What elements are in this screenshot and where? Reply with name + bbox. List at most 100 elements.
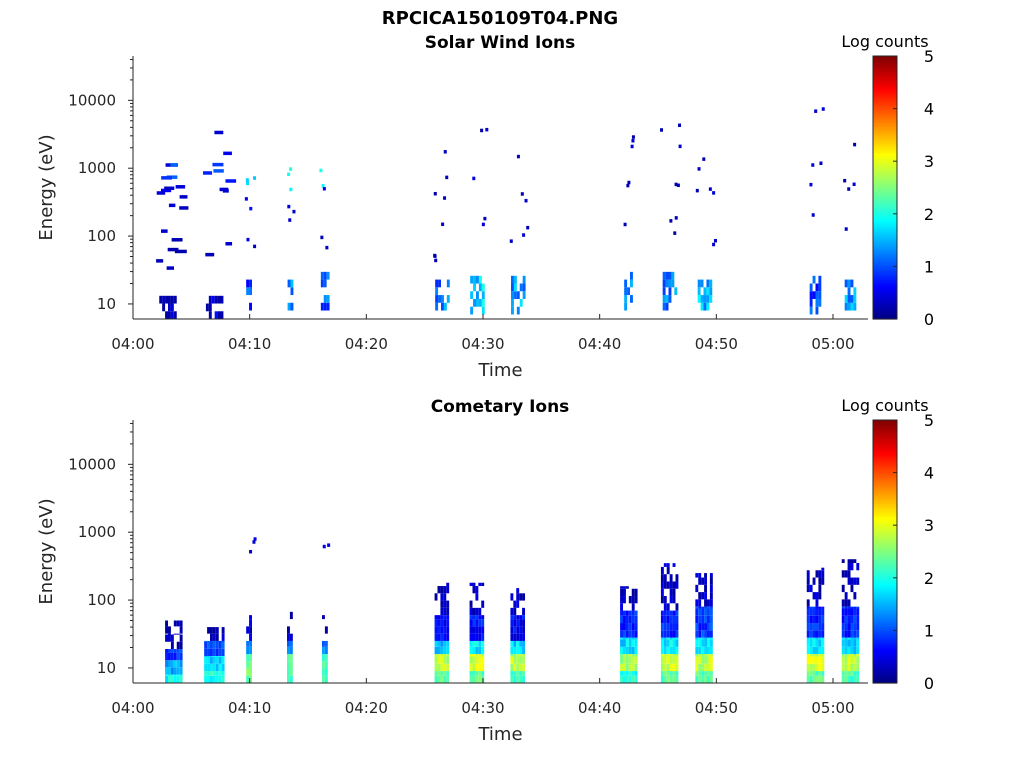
data-cell [818, 654, 822, 657]
data-cell [672, 563, 676, 567]
data-cell [249, 668, 252, 676]
data-cell [704, 584, 707, 593]
data-cell [815, 654, 819, 657]
data-cell [698, 654, 702, 657]
data-cell [443, 600, 447, 608]
data-cell [675, 603, 679, 611]
data-cell [634, 639, 638, 647]
data-cell [287, 640, 290, 647]
data-cell [841, 623, 845, 631]
data-cell [623, 639, 626, 647]
colorbar-segment [873, 676, 897, 680]
data-cell [623, 671, 626, 676]
data-cell [220, 311, 224, 319]
data-cell [706, 279, 710, 288]
data-cell [173, 675, 177, 683]
data-cell [806, 663, 810, 672]
colorbar-segment [873, 69, 897, 72]
data-cell [246, 181, 250, 186]
colorbar-segment [873, 505, 897, 509]
data-cell [176, 660, 180, 668]
data-cell [853, 295, 857, 303]
data-cell [324, 640, 328, 647]
data-cell [695, 615, 699, 624]
data-cell [856, 639, 860, 647]
data-cell [212, 641, 216, 649]
data-cell [472, 619, 476, 627]
plot-area [133, 420, 868, 683]
colorbar-segment [873, 95, 897, 99]
data-cell [249, 615, 252, 620]
data-cell [668, 287, 672, 296]
data-cell [709, 663, 713, 672]
data-cell [841, 671, 845, 676]
data-cell [815, 656, 819, 664]
data-cell [662, 279, 666, 288]
data-cell [713, 238, 717, 243]
data-cell [660, 675, 664, 683]
data-cell [666, 615, 670, 624]
colorbar-segment [873, 132, 897, 136]
colorbar-segment [873, 544, 897, 548]
data-cell [165, 620, 168, 627]
data-cell [821, 663, 825, 672]
data-cell [522, 619, 525, 627]
data-cell [819, 161, 823, 166]
data-cell [625, 610, 629, 616]
data-cell [516, 593, 520, 601]
data-cell [218, 641, 222, 649]
colorbar-tick-label: 5 [924, 411, 934, 430]
data-cell [847, 630, 851, 638]
data-cell [443, 640, 447, 647]
data-cells [165, 537, 860, 683]
data-cell [162, 295, 166, 304]
data-cell [672, 663, 676, 672]
y-tick-label: 10 [97, 659, 116, 677]
data-cell [322, 544, 326, 549]
data-cell [675, 663, 679, 672]
colorbar-segment [873, 211, 897, 215]
data-cell [478, 640, 482, 647]
data-cell [472, 582, 476, 587]
data-cell [221, 656, 225, 664]
data-cell [204, 663, 208, 672]
data-cell [478, 654, 482, 657]
colorbar-segment [873, 264, 897, 267]
data-cell [475, 607, 479, 616]
colorbar-segment [873, 253, 897, 257]
data-cell [215, 663, 219, 672]
colorbar-segment [873, 117, 897, 121]
data-cell [695, 608, 699, 616]
colorbar-segment [873, 305, 897, 309]
colorbar-segment [873, 174, 897, 178]
data-cell [847, 656, 851, 664]
colorbar-segment [873, 165, 897, 169]
colorbar-segment [873, 619, 897, 623]
data-cell [631, 630, 635, 638]
x-tick-label: 05:00 [811, 335, 854, 353]
colorbar-segment [873, 586, 897, 590]
data-cell [179, 674, 183, 676]
colorbar-segment [873, 80, 897, 83]
data-cell [625, 615, 629, 624]
figure-title: RPCICA150109T04.PNG [382, 8, 618, 29]
data-cell [165, 295, 168, 304]
colorbar-segment [873, 189, 897, 193]
data-cell [850, 646, 854, 655]
data-cell [440, 600, 444, 608]
data-cell [435, 279, 439, 288]
data-cell [815, 608, 819, 616]
data-cell [669, 610, 673, 616]
data-cell [516, 600, 520, 608]
data-cell [218, 655, 222, 657]
data-cell [212, 640, 216, 642]
panel-title: Cometary Ions [431, 397, 570, 417]
data-cell [511, 275, 514, 284]
data-cell [695, 654, 699, 657]
data-cell [844, 608, 848, 616]
data-cell [437, 633, 441, 641]
colorbar-segment [873, 672, 897, 675]
data-cell [513, 646, 517, 655]
colorbar-segment [873, 571, 897, 575]
data-cell [210, 675, 213, 683]
